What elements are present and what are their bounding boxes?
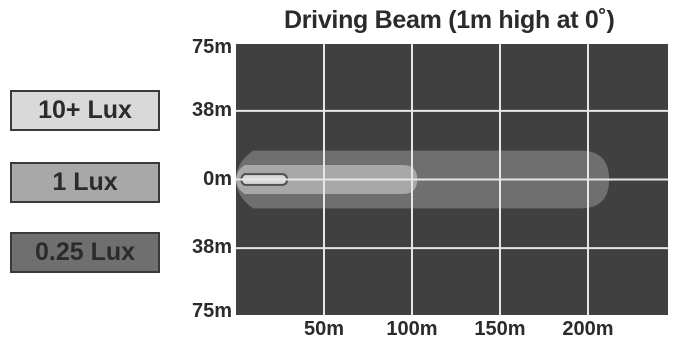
legend-label-10-lux: 10+ Lux <box>38 96 132 124</box>
legend-label-1-lux: 1 Lux <box>52 168 118 196</box>
legend-label-025-lux: 0.25 Lux <box>34 238 136 266</box>
grid-lines <box>236 44 668 315</box>
x-tick-label: 200m <box>562 318 614 340</box>
legend-item-025-lux: 0.25 Lux <box>10 232 160 273</box>
chart-title: Driving Beam (1m high at 0˚) <box>284 6 615 34</box>
y-tick-label: 38m <box>191 236 232 259</box>
y-tick-label: 75m <box>191 300 232 322</box>
legend-item-10-lux: 10+ Lux <box>10 90 160 131</box>
legend-item-1-lux: 1 Lux <box>10 162 160 203</box>
x-tick-label: 100m <box>386 318 438 340</box>
y-tick-label: 0m <box>203 167 232 190</box>
y-tick-label: 75m <box>191 36 232 58</box>
x-tick-label: 50m <box>303 318 345 340</box>
y-tick-label: 38m <box>191 98 232 121</box>
x-tick-label: 150m <box>474 318 526 340</box>
